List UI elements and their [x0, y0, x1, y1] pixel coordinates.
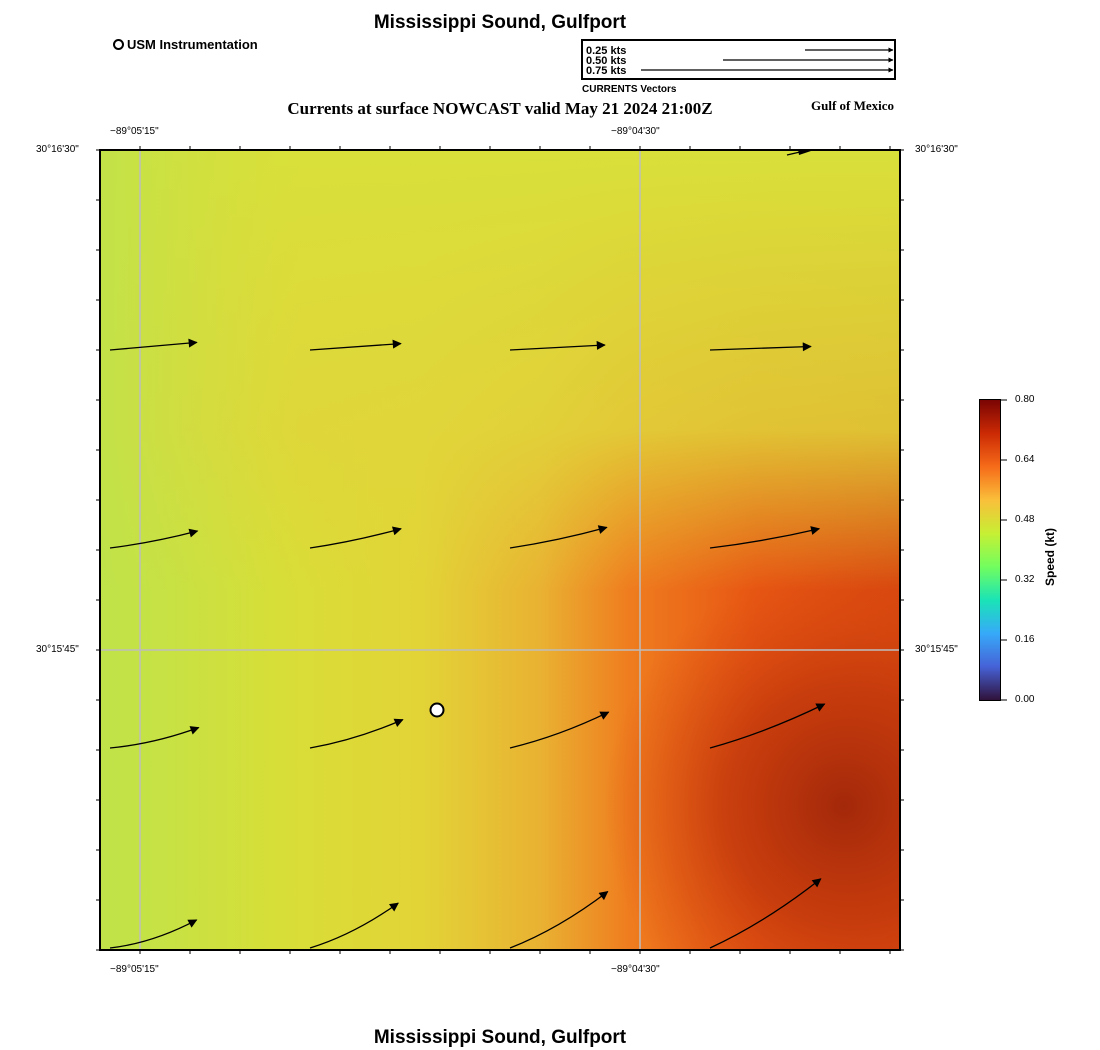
current-vector: [509, 340, 606, 351]
current-vector: [509, 711, 610, 749]
circle-marker-icon: [113, 39, 124, 50]
vector-scale-label-3: 0.75 kts: [586, 65, 627, 77]
current-vector: [109, 726, 200, 749]
current-vector: [709, 878, 822, 949]
vector-scale-label-2: 0.50 kts: [586, 55, 627, 67]
colorbar-tick-label: 0.32: [1015, 574, 1035, 585]
colorbar-tick-label: 0.80: [1015, 394, 1035, 405]
current-vector: [309, 718, 404, 749]
vector-legend-caption: CURRENTS Vectors: [582, 84, 677, 95]
currents-map: [96, 146, 904, 954]
current-vector: [709, 703, 826, 749]
current-vector: [709, 526, 821, 549]
usm-station-marker: [429, 702, 445, 718]
current-vector: [109, 528, 199, 549]
lat-label-left-2: 30°15'45": [36, 644, 79, 655]
colorbar-title: Speed (kt): [1043, 527, 1057, 586]
lon-label-top-2: −89°04'30": [611, 126, 660, 137]
colorbar-ticks: [1000, 399, 1007, 701]
region-label: Gulf of Mexico: [811, 98, 895, 113]
current-vectors: [109, 338, 826, 949]
current-vector-edge-head: [798, 149, 811, 155]
vector-scale-legend: 0.25 kts 0.50 kts 0.75 kts: [581, 39, 896, 80]
station-legend-label: USM Instrumentation: [127, 37, 258, 52]
current-vector: [309, 526, 402, 549]
current-vector: [309, 902, 399, 949]
current-vector: [309, 339, 402, 351]
speed-field-hotspot: [100, 150, 900, 950]
colorbar-tick-label: 0.64: [1015, 454, 1035, 465]
current-vector: [109, 919, 198, 949]
colorbar-tick-label: 0.00: [1015, 694, 1035, 705]
map-title: Mississippi Sound, Gulfport: [373, 12, 627, 33]
current-vector-edge: [786, 151, 801, 156]
current-vector: [509, 525, 608, 549]
vector-scale-label-1: 0.25 kts: [586, 45, 627, 57]
current-vector: [709, 342, 812, 352]
map-subtitle: Currents at surface NOWCAST valid May 21…: [287, 99, 713, 118]
map-footer-title: Mississippi Sound, Gulfport: [373, 1027, 627, 1048]
colorbar-tick-label: 0.48: [1015, 514, 1035, 525]
current-vector: [109, 338, 198, 351]
lat-label-left-1: 30°16'30": [36, 144, 79, 155]
speed-colorbar-gradient: [980, 400, 1000, 700]
lon-label-top-1: −89°05'15": [110, 126, 159, 137]
speed-colorbar: [979, 399, 1001, 701]
frame-ticks: [96, 146, 904, 954]
colorbar-tick-label: 0.16: [1015, 634, 1035, 645]
lon-label-bottom-2: −89°04'30": [611, 964, 660, 975]
lon-label-bottom-1: −89°05'15": [110, 964, 159, 975]
lat-label-right-1: 30°16'30": [915, 144, 958, 155]
station-legend: USM Instrumentation: [113, 37, 258, 52]
vector-scale-arrows: [641, 47, 894, 73]
current-vector: [509, 891, 609, 949]
lat-label-right-2: 30°15'45": [915, 644, 958, 655]
